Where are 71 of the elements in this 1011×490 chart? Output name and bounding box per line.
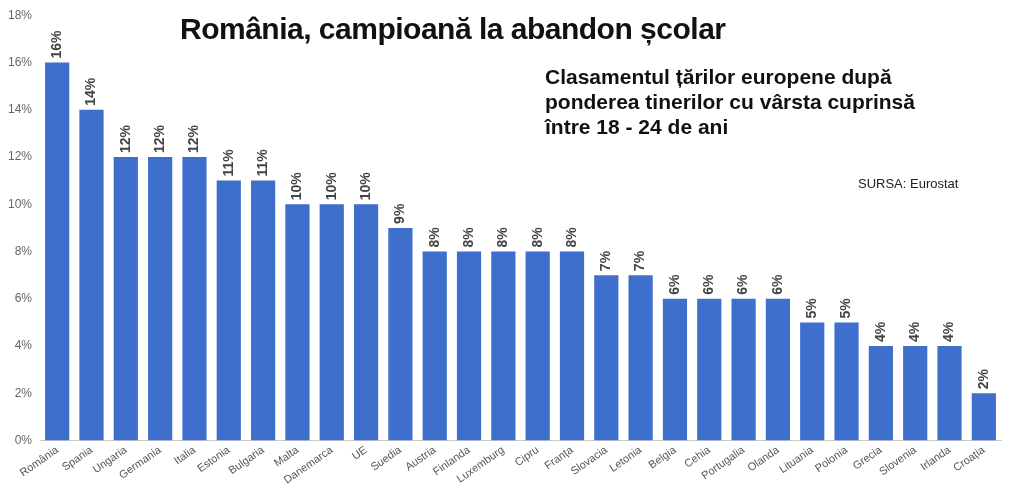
data-label: 12% — [151, 124, 167, 153]
data-label: 7% — [597, 250, 614, 272]
bar — [834, 322, 859, 441]
y-tick-label: 12% — [7, 149, 33, 164]
data-label: 5% — [837, 297, 854, 319]
data-label: 6% — [665, 274, 682, 295]
bar — [216, 180, 241, 441]
chart-title: România, campioană la abandon școlar — [180, 12, 726, 46]
data-label: 9% — [391, 203, 408, 224]
bar — [148, 156, 173, 441]
data-label: 8% — [528, 226, 545, 248]
annotation: SURSA: Eurostat — [858, 176, 959, 191]
data-label: 6% — [768, 274, 785, 295]
data-label: 8% — [562, 226, 579, 248]
bar — [628, 275, 653, 441]
data-label: 5% — [803, 297, 820, 319]
bar — [662, 298, 688, 441]
data-label: 10% — [322, 171, 339, 201]
bar — [800, 322, 825, 441]
bar — [45, 62, 70, 441]
bar — [525, 251, 550, 441]
data-label: 6% — [700, 274, 717, 295]
data-label: 11% — [219, 148, 236, 177]
y-tick-label: 4% — [14, 338, 33, 353]
data-label: 14% — [82, 77, 99, 106]
bar — [903, 346, 928, 441]
bar — [422, 251, 447, 441]
bar — [697, 298, 722, 441]
y-tick-label: 14% — [7, 102, 33, 117]
bar — [79, 109, 104, 441]
x-tick-label: Cipru — [512, 443, 541, 469]
bar — [765, 298, 791, 441]
y-tick-label: 8% — [14, 243, 33, 258]
bar — [113, 156, 138, 441]
bar — [559, 251, 585, 441]
bar — [319, 204, 344, 441]
bar — [388, 227, 413, 441]
data-label: 10% — [356, 171, 373, 201]
y-tick-label: 6% — [14, 291, 33, 306]
y-tick-label: 2% — [14, 385, 33, 400]
bar — [731, 298, 756, 441]
bar — [250, 180, 276, 441]
data-label: 10% — [288, 171, 305, 201]
data-label: 12% — [116, 124, 133, 153]
bar — [868, 346, 893, 441]
data-label: 12% — [185, 124, 202, 153]
bar — [594, 275, 619, 441]
data-label: 6% — [734, 274, 751, 295]
bar — [971, 393, 996, 441]
text: Clasamentul țărilor europene după ponderea tinerilor cu vârsta cuprinsă între 18 - 24 de ani — [545, 64, 916, 139]
data-label: 8% — [425, 226, 442, 248]
data-label: 4% — [906, 321, 923, 343]
bar — [456, 251, 482, 441]
y-tick-label: 10% — [7, 196, 33, 211]
y-tick-label: 18% — [7, 7, 33, 22]
x-tick-label: UE — [349, 443, 369, 462]
y-tick-label: 16% — [7, 54, 33, 69]
data-label: 4% — [871, 321, 888, 343]
data-label: 2% — [974, 368, 991, 390]
y-tick-label: 0% — [14, 432, 33, 447]
bar — [182, 156, 207, 441]
data-label: 16% — [48, 29, 65, 59]
data-label: 8% — [459, 226, 476, 248]
data-label: 7% — [631, 250, 648, 272]
bar — [353, 204, 379, 441]
bar — [937, 346, 962, 441]
data-label: 8% — [494, 226, 511, 248]
data-label: 11% — [253, 148, 270, 177]
bar — [491, 251, 516, 441]
data-label: 4% — [940, 321, 957, 343]
bar — [285, 204, 310, 441]
